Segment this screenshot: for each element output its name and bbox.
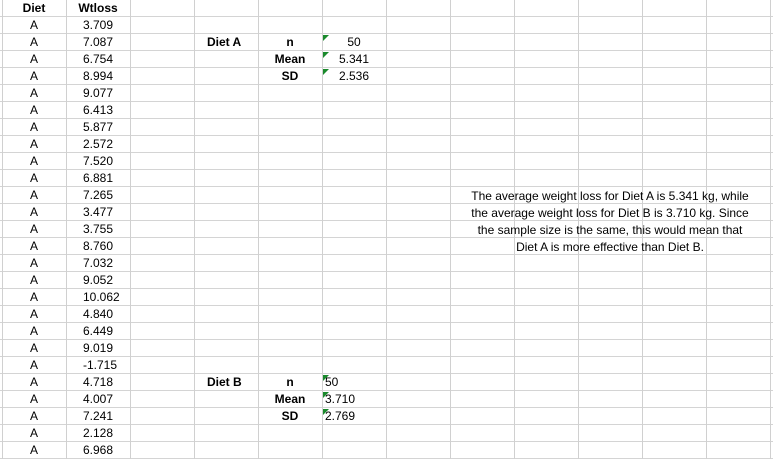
conclusion-line: Diet A is more effective than Diet B.	[516, 240, 704, 254]
diet-a-sd-value[interactable]: 2.536	[338, 69, 370, 83]
wtloss-cell[interactable]: 8.994	[83, 69, 114, 83]
diet-a-sd-label[interactable]: SD	[281, 69, 299, 83]
diet-cell[interactable]: A	[29, 86, 38, 100]
diet-b-mean-label[interactable]: Mean	[274, 392, 306, 406]
wtloss-cell[interactable]: 4.840	[83, 307, 114, 321]
error-indicator-icon[interactable]	[323, 409, 329, 415]
error-indicator-icon[interactable]	[323, 375, 329, 381]
wtloss-cell[interactable]: 3.709	[83, 18, 114, 32]
conclusion-line: the average weight loss for Diet B is 3.…	[471, 206, 749, 220]
column-divider	[2, 0, 3, 459]
diet-cell[interactable]: A	[29, 154, 38, 168]
wtloss-cell[interactable]: 3.477	[83, 205, 114, 219]
column-divider	[322, 0, 323, 459]
wtloss-cell[interactable]: 7.520	[83, 154, 114, 168]
column-divider	[514, 0, 515, 459]
diet-cell[interactable]: A	[29, 307, 38, 321]
column-divider	[706, 0, 707, 459]
column-divider	[642, 0, 643, 459]
error-indicator-icon[interactable]	[323, 69, 329, 75]
diet-cell[interactable]: A	[29, 171, 38, 185]
wtloss-cell[interactable]: 6.449	[83, 324, 114, 338]
diet-cell[interactable]: A	[29, 392, 38, 406]
diet-cell[interactable]: A	[29, 256, 38, 270]
diet-a-n-value[interactable]: 50	[347, 35, 361, 49]
diet-b-sd-value[interactable]: 2.769	[325, 409, 356, 423]
wtloss-cell[interactable]: 7.241	[83, 409, 114, 423]
column-divider	[770, 0, 771, 459]
wtloss-cell[interactable]: -1.715	[83, 358, 118, 372]
diet-cell[interactable]: A	[29, 375, 38, 389]
diet-cell[interactable]: A	[29, 69, 38, 83]
wtloss-cell[interactable]: 6.754	[83, 52, 114, 66]
conclusion-text[interactable]: The average weight loss for Diet A is 5.…	[452, 188, 768, 256]
diet-cell[interactable]: A	[29, 358, 38, 372]
error-indicator-icon[interactable]	[323, 52, 329, 58]
error-indicator-icon[interactable]	[323, 35, 329, 41]
diet-a-n-label[interactable]: n	[286, 35, 294, 49]
wtloss-cell[interactable]: 9.077	[83, 86, 114, 100]
column-divider	[578, 0, 579, 459]
conclusion-line: the sample size is the same, this would …	[477, 223, 743, 237]
diet-cell[interactable]: A	[29, 409, 38, 423]
wtloss-cell[interactable]: 10.062	[83, 290, 120, 304]
diet-cell[interactable]: A	[29, 443, 38, 457]
column-divider	[450, 0, 451, 459]
diet-b-label[interactable]: Diet B	[207, 375, 242, 389]
wtloss-cell[interactable]: 4.007	[83, 392, 114, 406]
column-divider	[130, 0, 131, 459]
diet-a-mean-label[interactable]: Mean	[274, 52, 306, 66]
diet-cell[interactable]: A	[29, 35, 38, 49]
column-divider	[66, 0, 67, 459]
header-wtloss[interactable]: Wtloss	[78, 1, 118, 15]
diet-cell[interactable]: A	[29, 324, 38, 338]
wtloss-cell[interactable]: 5.877	[83, 120, 114, 134]
diet-b-sd-label[interactable]: SD	[281, 409, 299, 423]
diet-cell[interactable]: A	[29, 18, 38, 32]
wtloss-cell[interactable]: 7.265	[83, 188, 114, 202]
diet-cell[interactable]: A	[29, 290, 38, 304]
conclusion-line: The average weight loss for Diet A is 5.…	[471, 189, 749, 203]
wtloss-cell[interactable]: 6.968	[83, 443, 114, 457]
diet-cell[interactable]: A	[29, 205, 38, 219]
diet-cell[interactable]: A	[29, 188, 38, 202]
column-divider	[194, 0, 195, 459]
diet-cell[interactable]: A	[29, 137, 38, 151]
diet-b-mean-value[interactable]: 3.710	[325, 392, 356, 406]
diet-cell[interactable]: A	[29, 222, 38, 236]
wtloss-cell[interactable]: 7.087	[83, 35, 114, 49]
diet-cell[interactable]: A	[29, 52, 38, 66]
wtloss-cell[interactable]: 8.760	[83, 239, 114, 253]
wtloss-cell[interactable]: 3.755	[83, 222, 114, 236]
wtloss-cell[interactable]: 2.572	[83, 137, 114, 151]
diet-cell[interactable]: A	[29, 103, 38, 117]
wtloss-cell[interactable]: 7.032	[83, 256, 114, 270]
diet-b-n-label[interactable]: n	[286, 375, 294, 389]
wtloss-cell[interactable]: 6.881	[83, 171, 114, 185]
column-divider	[386, 0, 387, 459]
wtloss-cell[interactable]: 4.718	[83, 375, 114, 389]
wtloss-cell[interactable]: 9.052	[83, 273, 114, 287]
diet-a-mean-value[interactable]: 5.341	[338, 52, 370, 66]
diet-a-label[interactable]: Diet A	[207, 35, 242, 49]
diet-cell[interactable]: A	[29, 120, 38, 134]
diet-cell[interactable]: A	[29, 341, 38, 355]
diet-cell[interactable]: A	[29, 273, 38, 287]
diet-cell[interactable]: A	[29, 426, 38, 440]
header-diet[interactable]: Diet	[22, 1, 46, 15]
column-divider	[258, 0, 259, 459]
wtloss-cell[interactable]: 9.019	[83, 341, 114, 355]
wtloss-cell[interactable]: 6.413	[83, 103, 114, 117]
diet-cell[interactable]: A	[29, 239, 38, 253]
error-indicator-icon[interactable]	[323, 392, 329, 398]
wtloss-cell[interactable]: 2.128	[83, 426, 114, 440]
